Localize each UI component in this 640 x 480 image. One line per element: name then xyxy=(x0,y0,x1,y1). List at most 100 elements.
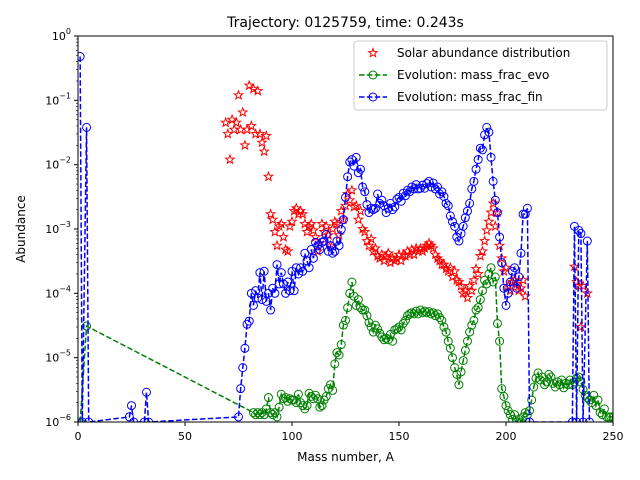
data-point xyxy=(271,239,283,251)
data-point xyxy=(341,192,350,202)
data-point xyxy=(482,279,492,289)
data-point xyxy=(361,235,373,246)
data-point xyxy=(268,283,278,293)
data-point xyxy=(458,356,468,366)
data-point xyxy=(516,248,526,258)
data-point xyxy=(460,213,470,223)
data-point xyxy=(283,396,293,406)
data-point xyxy=(283,277,293,287)
y-tick-label: 10−4 xyxy=(45,284,71,300)
data-point xyxy=(338,320,348,330)
data-point xyxy=(450,221,460,231)
data-point xyxy=(505,277,515,287)
data-point xyxy=(366,203,376,213)
data-point xyxy=(582,236,592,246)
data-point xyxy=(546,372,556,382)
data-point xyxy=(313,394,323,404)
data-point xyxy=(339,199,352,211)
data-point xyxy=(455,280,467,291)
data-point xyxy=(343,172,353,182)
data-point xyxy=(379,201,389,211)
data-point xyxy=(262,170,275,182)
data-point xyxy=(261,296,271,306)
data-point xyxy=(578,417,588,422)
data-point xyxy=(437,187,447,197)
data-point xyxy=(510,263,520,273)
x-tick-label: 150 xyxy=(389,430,410,443)
data-point xyxy=(286,215,298,227)
data-point xyxy=(382,247,394,259)
data-point xyxy=(308,253,318,263)
data-point xyxy=(593,395,603,405)
data-point xyxy=(491,206,504,218)
data-point xyxy=(463,280,476,291)
data-point xyxy=(476,245,489,257)
data-point xyxy=(274,279,284,289)
data-point xyxy=(304,263,314,273)
data-point xyxy=(469,315,479,325)
data-point xyxy=(396,196,406,206)
data-point xyxy=(544,369,554,379)
data-point xyxy=(606,412,613,422)
data-point xyxy=(525,417,535,422)
data-point xyxy=(139,417,149,422)
data-point xyxy=(469,176,479,186)
data-point xyxy=(328,248,338,258)
data-point xyxy=(482,122,492,132)
data-point xyxy=(576,229,586,239)
data-point xyxy=(503,288,513,298)
legend-marker xyxy=(368,92,378,102)
data-point xyxy=(399,250,412,261)
data-point xyxy=(251,410,261,420)
data-point xyxy=(144,417,154,422)
legend: Solar abundance distribution Evolution: m… xyxy=(353,40,608,111)
legend-marker xyxy=(367,47,379,58)
data-point xyxy=(437,315,447,325)
data-point xyxy=(428,308,438,318)
data-point xyxy=(343,303,353,313)
data-point xyxy=(457,287,469,299)
data-point xyxy=(471,305,481,315)
data-point xyxy=(341,315,350,325)
x-tick-label: 50 xyxy=(178,430,192,443)
data-point xyxy=(465,198,475,208)
data-point xyxy=(398,318,408,328)
data-point xyxy=(483,215,495,227)
data-point xyxy=(450,363,460,373)
data-point xyxy=(440,262,452,274)
data-point xyxy=(400,315,410,325)
data-point xyxy=(237,106,249,118)
data-point xyxy=(512,417,522,422)
legend-label: Evolution: mass_frac_fin xyxy=(397,90,543,104)
data-point xyxy=(567,417,577,422)
data-point xyxy=(363,239,375,251)
data-point xyxy=(456,367,466,377)
legend-entry-2: Evolution: mass_frac_fin xyxy=(359,90,543,104)
data-point xyxy=(257,295,267,305)
data-point xyxy=(477,286,487,296)
data-point xyxy=(258,145,270,157)
data-point xyxy=(435,189,445,199)
data-point xyxy=(129,417,139,422)
data-point xyxy=(336,340,346,350)
data-point xyxy=(224,153,236,165)
data-point xyxy=(425,239,437,251)
data-point xyxy=(471,164,481,174)
data-point xyxy=(427,242,439,254)
data-point xyxy=(289,286,299,296)
data-point xyxy=(599,404,609,414)
data-point xyxy=(497,258,507,268)
data-point xyxy=(248,408,258,418)
data-point xyxy=(267,213,279,225)
data-point xyxy=(307,224,320,236)
data-point xyxy=(418,308,428,318)
data-point xyxy=(565,375,575,385)
data-point xyxy=(465,327,475,337)
data-point xyxy=(514,414,524,422)
data-point xyxy=(501,401,511,411)
data-point xyxy=(248,300,258,310)
data-point xyxy=(232,89,245,101)
data-point xyxy=(415,183,425,193)
data-point xyxy=(220,116,232,128)
data-point xyxy=(371,250,384,261)
